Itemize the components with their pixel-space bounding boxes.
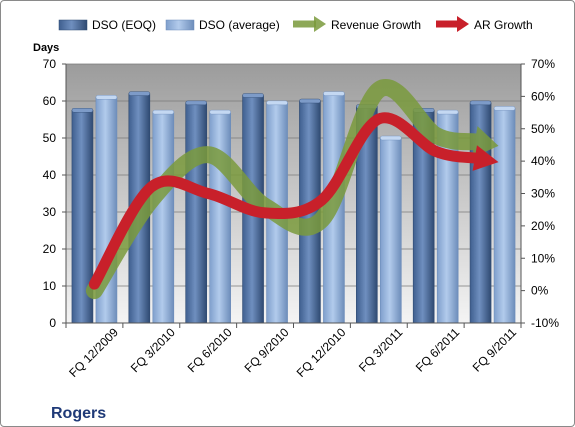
- bar-cap: [380, 135, 402, 141]
- x-tick-label: FQ 9/2010: [242, 325, 292, 375]
- y2-tick-label: 30%: [531, 187, 555, 201]
- y-tick-label: 40: [43, 168, 57, 182]
- bar-cap: [242, 93, 264, 98]
- bar-cap: [299, 98, 321, 104]
- x-tick-label: FQ 12/2009: [66, 325, 121, 380]
- bar-dso-average: [209, 109, 231, 324]
- bar-dso-average: [152, 109, 175, 324]
- bar-dso-average: [436, 109, 459, 324]
- legend: DSO (EOQ) DSO (average) Revenue Growth A…: [58, 16, 533, 32]
- y-tick-label: 50: [43, 131, 57, 145]
- y2-tick-label: 60%: [531, 89, 555, 103]
- y-axis-title: Days: [33, 42, 59, 54]
- legend-item-dso-eoq: DSO (EOQ): [58, 18, 156, 32]
- bar-cap: [436, 109, 459, 115]
- y-tick-label: 0: [49, 316, 56, 330]
- y2-tick-label: 10%: [531, 251, 555, 265]
- bar-body: [152, 111, 175, 324]
- legend-label-dso-eoq: DSO (EOQ): [92, 18, 156, 32]
- bar-body: [185, 102, 207, 324]
- x-tick-label: FQ 6/2010: [185, 325, 235, 375]
- line-path: [88, 112, 481, 290]
- legend-item-ar-growth: AR Growth: [436, 16, 533, 32]
- y2-tick-label: -10%: [531, 316, 559, 330]
- legend-swatch-dso-average: [165, 19, 195, 31]
- legend-swatch-dso-eoq: [58, 19, 88, 31]
- bar-body: [493, 108, 516, 324]
- x-tick-label: FQ 12/2010: [294, 325, 349, 380]
- bar-cap: [152, 109, 175, 115]
- bar-cap: [493, 106, 516, 111]
- y2-tick-label: 50%: [531, 122, 555, 136]
- bar-body: [380, 137, 402, 324]
- y2-tick-label: 70%: [531, 57, 555, 71]
- x-tick-label: FQ 6/2011: [413, 325, 463, 375]
- bar-dso-eoq: [185, 100, 207, 324]
- line-path: [85, 79, 484, 300]
- x-tick-label: FQ 3/2011: [356, 325, 406, 375]
- y-tick-label: 10: [43, 279, 57, 293]
- bar-cap: [266, 100, 288, 106]
- line-ar-growth: [88, 112, 499, 290]
- y2-tick-label: 20%: [531, 219, 555, 233]
- legend-label-ar-growth: AR Growth: [474, 18, 533, 32]
- arrowhead: [472, 145, 499, 171]
- legend-arrowhead-ar-growth: [457, 16, 469, 32]
- bar-cap: [71, 108, 94, 113]
- x-tick-label: FQ 9/2011: [470, 325, 520, 375]
- y2-tick-label: 0%: [531, 284, 549, 298]
- legend-label-dso-average: DSO (average): [199, 18, 280, 32]
- bar-dso-average: [493, 106, 516, 324]
- growth-lines: [85, 79, 499, 300]
- y-tick-label: 30: [43, 205, 57, 219]
- bar-cap: [128, 91, 151, 96]
- bar-dso-average: [380, 135, 402, 324]
- legend-label-revenue-growth: Revenue Growth: [331, 18, 421, 32]
- bar-cap: [185, 100, 207, 106]
- y-tick-label: 20: [43, 242, 57, 256]
- x-tick-label: FQ 3/2010: [128, 325, 178, 375]
- bar-cap: [209, 109, 231, 115]
- bar-cap: [469, 100, 492, 106]
- company-name: Rogers: [51, 405, 106, 422]
- legend-item-revenue-growth: Revenue Growth: [293, 16, 421, 32]
- legend-item-dso-average: DSO (average): [165, 18, 280, 32]
- legend-arrowhead-revenue-growth: [314, 16, 326, 32]
- y-tick-label: 60: [43, 94, 57, 108]
- y-tick-label: 70: [43, 57, 57, 71]
- bar-cap: [95, 95, 118, 100]
- bar-cap: [323, 91, 345, 96]
- bar-body: [209, 111, 231, 324]
- y2-tick-label: 40%: [531, 154, 555, 168]
